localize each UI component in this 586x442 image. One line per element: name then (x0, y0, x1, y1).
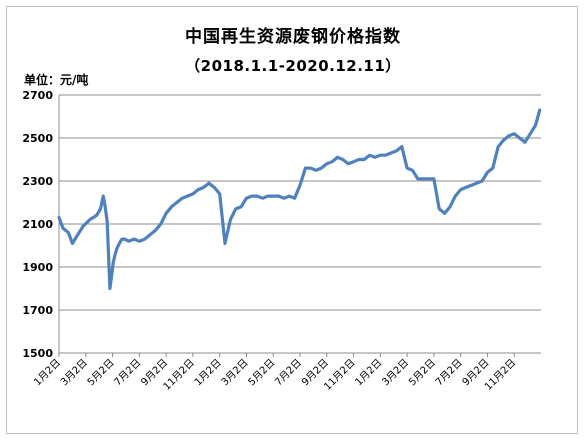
x-tick-label: 1月2日 (192, 357, 224, 389)
x-tick-label: 1月2日 (31, 357, 63, 389)
chart-subtitle: （2018.1.1-2020.12.11） (185, 57, 401, 75)
axes (58, 95, 515, 357)
x-tick-label: 3月2日 (219, 357, 251, 389)
y-tick-label: 2500 (22, 132, 53, 145)
chart-frame (6, 6, 578, 434)
series-layer (57, 108, 542, 291)
series-line-0 (57, 108, 542, 291)
x-tick-labels: 1月2日3月2日5月2日7月2日9月2日11月2日1月2日3月2日5月2日7月2… (31, 357, 518, 393)
x-tick-label: 5月2日 (85, 357, 117, 389)
x-tick-label: 7月2日 (112, 357, 144, 389)
x-tick-label: 1月2日 (353, 357, 385, 389)
y-tick-labels: 1500 1700 1900 2100 2300 2500 2700 (22, 89, 53, 360)
chart-title: 中国再生资源废钢价格指数 (185, 27, 401, 47)
x-tick-label: 7月2日 (272, 357, 304, 389)
x-tick-label: 3月2日 (58, 357, 90, 389)
y-unit-label: 单位：元/吨 (24, 73, 89, 87)
y-tick-label: 1500 (22, 347, 53, 360)
y-tick-label: 2100 (22, 218, 53, 231)
y-tick-label: 2700 (22, 89, 53, 102)
x-tick-label: 5月2日 (246, 357, 278, 389)
y-tick-label: 1900 (22, 261, 53, 274)
y-tick-label: 1700 (22, 304, 53, 317)
x-tick-label: 3月2日 (380, 357, 412, 389)
y-tick-label: 2300 (22, 175, 53, 188)
x-tick-label: 5月2日 (406, 357, 438, 389)
grid-lines (59, 94, 541, 354)
x-tick-label: 7月2日 (433, 357, 465, 389)
